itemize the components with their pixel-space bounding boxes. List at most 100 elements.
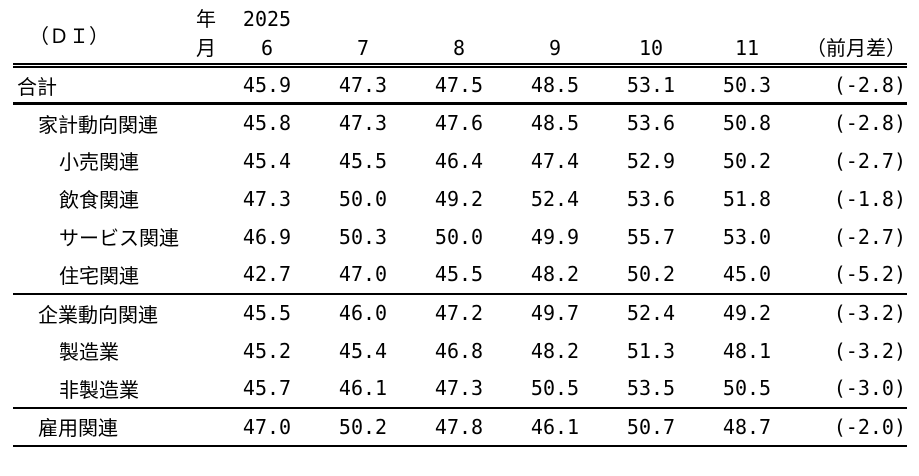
mom-diff-cell: (-2.7) <box>833 224 906 249</box>
di-value-cell: 45.5 <box>242 301 292 325</box>
mom-diff-cell: (-2.0) <box>795 407 907 447</box>
di-value-cell: 47.3 <box>242 186 292 211</box>
corner-header-cell: （ＤＩ） 年 月 <box>13 5 219 68</box>
di-value-cell: 50.2 <box>603 255 699 295</box>
di-value-cell: 47.2 <box>434 301 484 325</box>
header-row: （ＤＩ） 年 月 2025 6 7 <box>13 5 907 68</box>
month-header: 7 <box>356 36 370 60</box>
row-employment: 雇用関連 47.0 50.2 47.8 46.1 50.7 48.7 (-2.0… <box>13 407 907 447</box>
di-value-cell: 46.4 <box>434 148 484 173</box>
di-value-cell: 55.7 <box>626 224 676 249</box>
di-value-cell: 45.7 <box>219 369 315 409</box>
di-value-cell: 52.4 <box>626 301 676 325</box>
di-value-cell: 50.2 <box>315 407 411 447</box>
row-non-manufacturing: 非製造業 45.7 46.1 47.3 50.5 53.5 50.5 (-3.0… <box>13 369 907 409</box>
di-value-cell: 47.5 <box>411 65 507 105</box>
di-value-cell: 50.8 <box>722 111 772 136</box>
row-housing: 住宅関連 42.7 47.0 45.5 48.2 50.2 45.0 (-5.2… <box>13 255 907 295</box>
di-value-cell: 47.3 <box>411 369 507 409</box>
row-label: サービス関連 <box>59 226 179 250</box>
di-value-cell: 49.2 <box>434 186 484 211</box>
row-label: 企業動向関連 <box>38 302 158 327</box>
row-label: 住宅関連 <box>13 255 219 295</box>
di-value-cell: 53.6 <box>626 111 676 136</box>
di-value-cell: 47.4 <box>530 148 580 173</box>
di-value-cell: 45.5 <box>338 148 388 173</box>
header-spacer <box>699 5 795 34</box>
mom-diff-cell: (-3.0) <box>795 369 907 409</box>
header-spacer <box>411 5 507 34</box>
header-spacer <box>603 5 699 34</box>
mom-diff-cell: (-2.8) <box>833 111 906 136</box>
mom-diff-cell: (-3.2) <box>833 301 906 325</box>
column-header-month-9: 9 <box>507 5 603 68</box>
mom-diff-cell: (-2.7) <box>833 148 906 173</box>
row-food-service: 飲食関連 47.3 50.0 49.2 52.4 53.6 51.8 (-1.8… <box>13 180 907 218</box>
row-total: 合計 45.9 47.3 47.5 48.5 53.1 50.3 (-2.8) <box>13 65 907 105</box>
column-header-mom-diff: （前月差） <box>795 5 907 68</box>
di-value-cell: 46.8 <box>434 338 484 363</box>
di-value-cell: 46.0 <box>338 301 388 325</box>
month-axis-label: 月 <box>196 36 216 60</box>
header-spacer <box>315 5 411 34</box>
month-header: 11 <box>734 36 760 60</box>
di-value-cell: 46.9 <box>242 224 292 249</box>
month-header: 6 <box>260 36 274 60</box>
di-value-cell: 46.1 <box>315 369 411 409</box>
row-household: 家計動向関連 45.8 47.3 47.6 48.5 53.6 50.8 (-2… <box>13 104 907 142</box>
month-header: 9 <box>548 36 562 60</box>
column-header-month-11: 11 <box>699 5 795 68</box>
di-value-cell: 50.5 <box>699 369 795 409</box>
mom-diff-cell: (-5.2) <box>795 255 907 295</box>
di-value-cell: 45.4 <box>338 338 388 363</box>
di-value-cell: 51.3 <box>626 338 676 363</box>
month-header: 10 <box>638 36 664 60</box>
row-retail: 小売関連 45.4 45.5 46.4 47.4 52.9 50.2 (-2.7… <box>13 142 907 180</box>
row-services: サービス関連 46.9 50.3 50.0 49.9 55.7 53.0 (-2… <box>13 218 907 256</box>
di-value-cell: 52.9 <box>626 148 676 173</box>
di-value-cell: 53.6 <box>626 186 676 211</box>
di-value-cell: 49.7 <box>530 301 580 325</box>
di-value-cell: 47.0 <box>219 407 315 447</box>
di-value-cell: 45.0 <box>699 255 795 295</box>
di-value-cell: 50.3 <box>699 65 795 105</box>
di-value-cell: 49.2 <box>722 301 772 325</box>
di-value-cell: 50.0 <box>434 224 484 249</box>
di-value-cell: 48.2 <box>530 338 580 363</box>
row-label: 家計動向関連 <box>38 112 158 137</box>
di-value-cell: 48.5 <box>507 65 603 105</box>
di-value-cell: 52.4 <box>530 186 580 211</box>
di-value-cell: 48.1 <box>722 338 772 363</box>
mom-diff-cell: (-2.8) <box>795 65 907 105</box>
di-value-cell: 47.3 <box>338 111 388 136</box>
row-label: 小売関連 <box>59 150 139 174</box>
di-value-cell: 48.7 <box>699 407 795 447</box>
row-label: 非製造業 <box>13 369 219 409</box>
di-value-cell: 47.8 <box>411 407 507 447</box>
di-value-cell: 51.8 <box>722 186 772 211</box>
month-header: 8 <box>452 36 466 60</box>
di-value-cell: 47.3 <box>315 65 411 105</box>
row-label: 製造業 <box>59 340 119 364</box>
column-header-month-6: 2025 6 <box>219 5 315 68</box>
di-unit-label: （ＤＩ） <box>29 23 109 48</box>
header-spacer <box>507 5 603 34</box>
year-value: 2025 <box>242 7 292 31</box>
di-value-cell: 45.4 <box>242 148 292 173</box>
row-corporate: 企業動向関連 45.5 46.0 47.2 49.7 52.4 49.2 (-3… <box>13 294 907 332</box>
di-value-cell: 45.5 <box>411 255 507 295</box>
mom-diff-cell: (-3.2) <box>833 338 906 363</box>
di-value-cell: 45.8 <box>242 111 292 136</box>
di-value-cell: 47.6 <box>434 111 484 136</box>
year-axis-label: 年 <box>196 7 216 31</box>
di-value-cell: 49.9 <box>530 224 580 249</box>
di-value-cell: 50.3 <box>338 224 388 249</box>
di-value-cell: 50.5 <box>507 369 603 409</box>
header-spacer <box>795 5 907 34</box>
di-value-cell: 48.5 <box>530 111 580 136</box>
column-header-month-8: 8 <box>411 5 507 68</box>
di-value-cell: 45.9 <box>219 65 315 105</box>
di-value-cell: 50.7 <box>603 407 699 447</box>
di-value-cell: 50.2 <box>722 148 772 173</box>
column-header-month-7: 7 <box>315 5 411 68</box>
